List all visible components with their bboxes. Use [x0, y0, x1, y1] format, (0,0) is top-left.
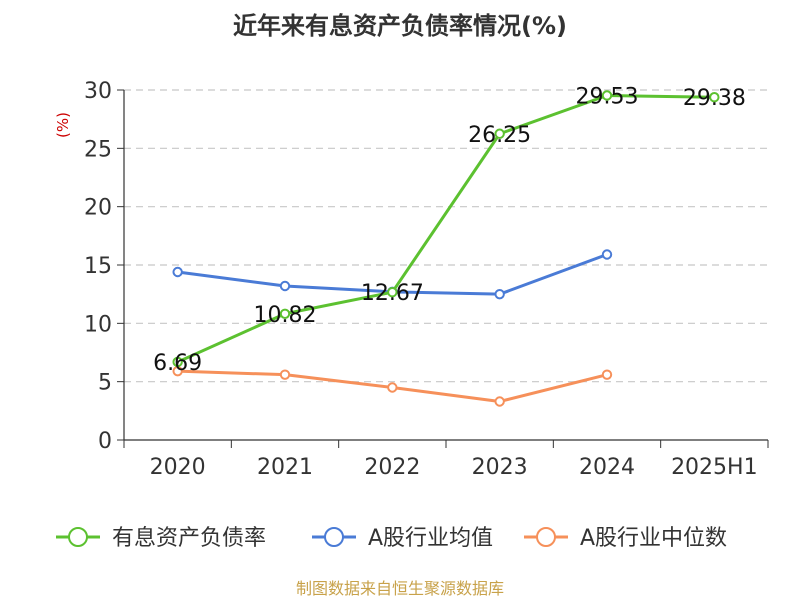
data-point [279, 280, 291, 292]
legend-marker [324, 527, 344, 547]
source-note: 制图数据来自恒生聚源数据库 [296, 579, 504, 598]
series-lines [172, 90, 720, 407]
legend: 有息资产负债率 A股行业均值 A股行业中位数 [56, 526, 727, 551]
data-point [709, 92, 720, 103]
legend-label: A股行业中位数 [580, 526, 727, 551]
y-tick-label: 20 [84, 196, 112, 221]
data-point [279, 308, 291, 319]
y-axis-label: (%) [54, 112, 72, 138]
data-label: 29.38 [683, 86, 746, 111]
x-tick-label: 2020 [150, 455, 206, 480]
y-tick-label: 10 [84, 312, 112, 337]
data-labels: 6.69 10.82 12.67 26.25 29.53 29.38 [153, 84, 746, 375]
data-point [172, 356, 183, 368]
axes: 0 5 10 15 20 25 30 2020 2021 2022 2023 2024 2025H1 [84, 79, 769, 480]
data-point [279, 369, 291, 380]
chart-title: 近年来有息资产负债率情况(%) [233, 12, 567, 40]
data-point [494, 396, 505, 407]
data-label: 6.69 [153, 351, 202, 376]
data-point [494, 288, 505, 300]
x-tick-label: 2024 [579, 455, 635, 480]
x-tick-label: 2023 [472, 455, 528, 480]
x-tick-label: 2022 [364, 455, 420, 480]
y-tick-label: 0 [98, 429, 112, 454]
data-point [494, 128, 505, 139]
y-tick-label: 25 [84, 137, 112, 162]
data-point [387, 382, 398, 393]
legend-marker [68, 527, 88, 547]
legend-marker [536, 527, 556, 547]
x-tick-label: 2021 [257, 455, 313, 480]
data-label: 12.67 [361, 281, 424, 306]
x-tick-label: 2025H1 [671, 455, 758, 480]
data-label: 10.82 [254, 303, 317, 328]
grid-lines [124, 89, 768, 383]
data-point [387, 286, 398, 298]
data-point [601, 249, 613, 260]
y-tick-label: 30 [84, 79, 112, 104]
data-point [601, 369, 613, 380]
series-line [177, 93, 715, 364]
legend-label: A股行业均值 [368, 526, 493, 551]
data-label: 26.25 [468, 123, 531, 148]
legend-label: 有息资产负债率 [112, 526, 266, 551]
y-tick-label: 15 [84, 254, 112, 279]
data-label: 29.53 [576, 84, 639, 109]
y-tick-label: 5 [98, 371, 112, 396]
data-point [601, 90, 613, 101]
data-point [172, 266, 183, 278]
